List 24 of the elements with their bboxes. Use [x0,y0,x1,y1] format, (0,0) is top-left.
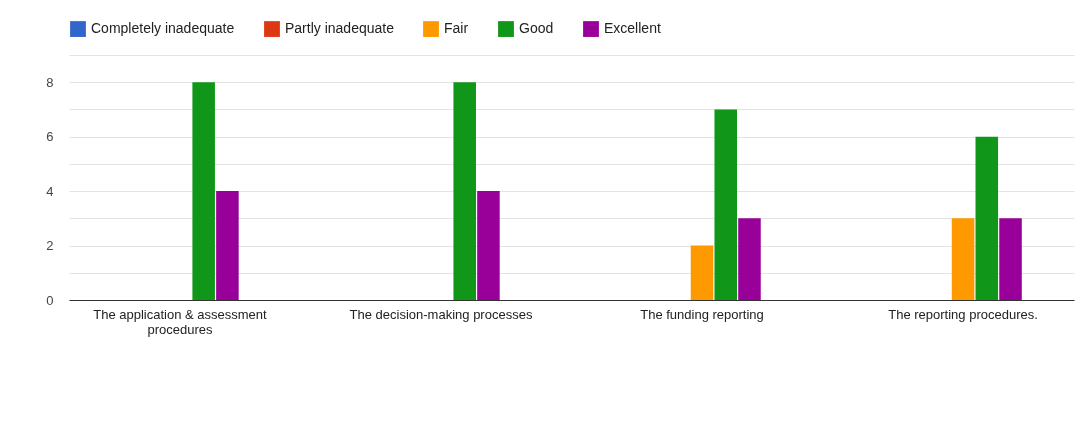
legend-label: Partly inadequate [285,20,395,37]
legend-label: Good [519,20,554,37]
legend-label: Excellent [604,20,661,37]
x-tick-label: The reporting procedures. [888,306,1038,322]
legend-label: Fair [444,20,469,37]
bar [999,218,1022,300]
y-tick-label: 0 [46,292,54,308]
x-tick-label: The funding reporting [640,306,764,322]
bar [192,82,215,300]
bar [975,136,999,300]
x-tick-label: The decision-making processes [349,306,533,322]
bar [738,218,761,300]
y-tick-label: 2 [46,238,54,254]
bar [951,218,975,300]
legend-label: Completely inadequate [91,20,235,37]
bar [216,191,239,300]
x-tick-label: The application & assessment procedures [93,306,268,337]
y-tick-label: 4 [46,183,54,199]
bar [690,245,714,300]
bar [477,191,500,300]
bar [453,82,476,300]
bar [714,109,738,300]
y-tick-label: 8 [46,74,54,90]
y-tick-label: 6 [46,129,54,145]
